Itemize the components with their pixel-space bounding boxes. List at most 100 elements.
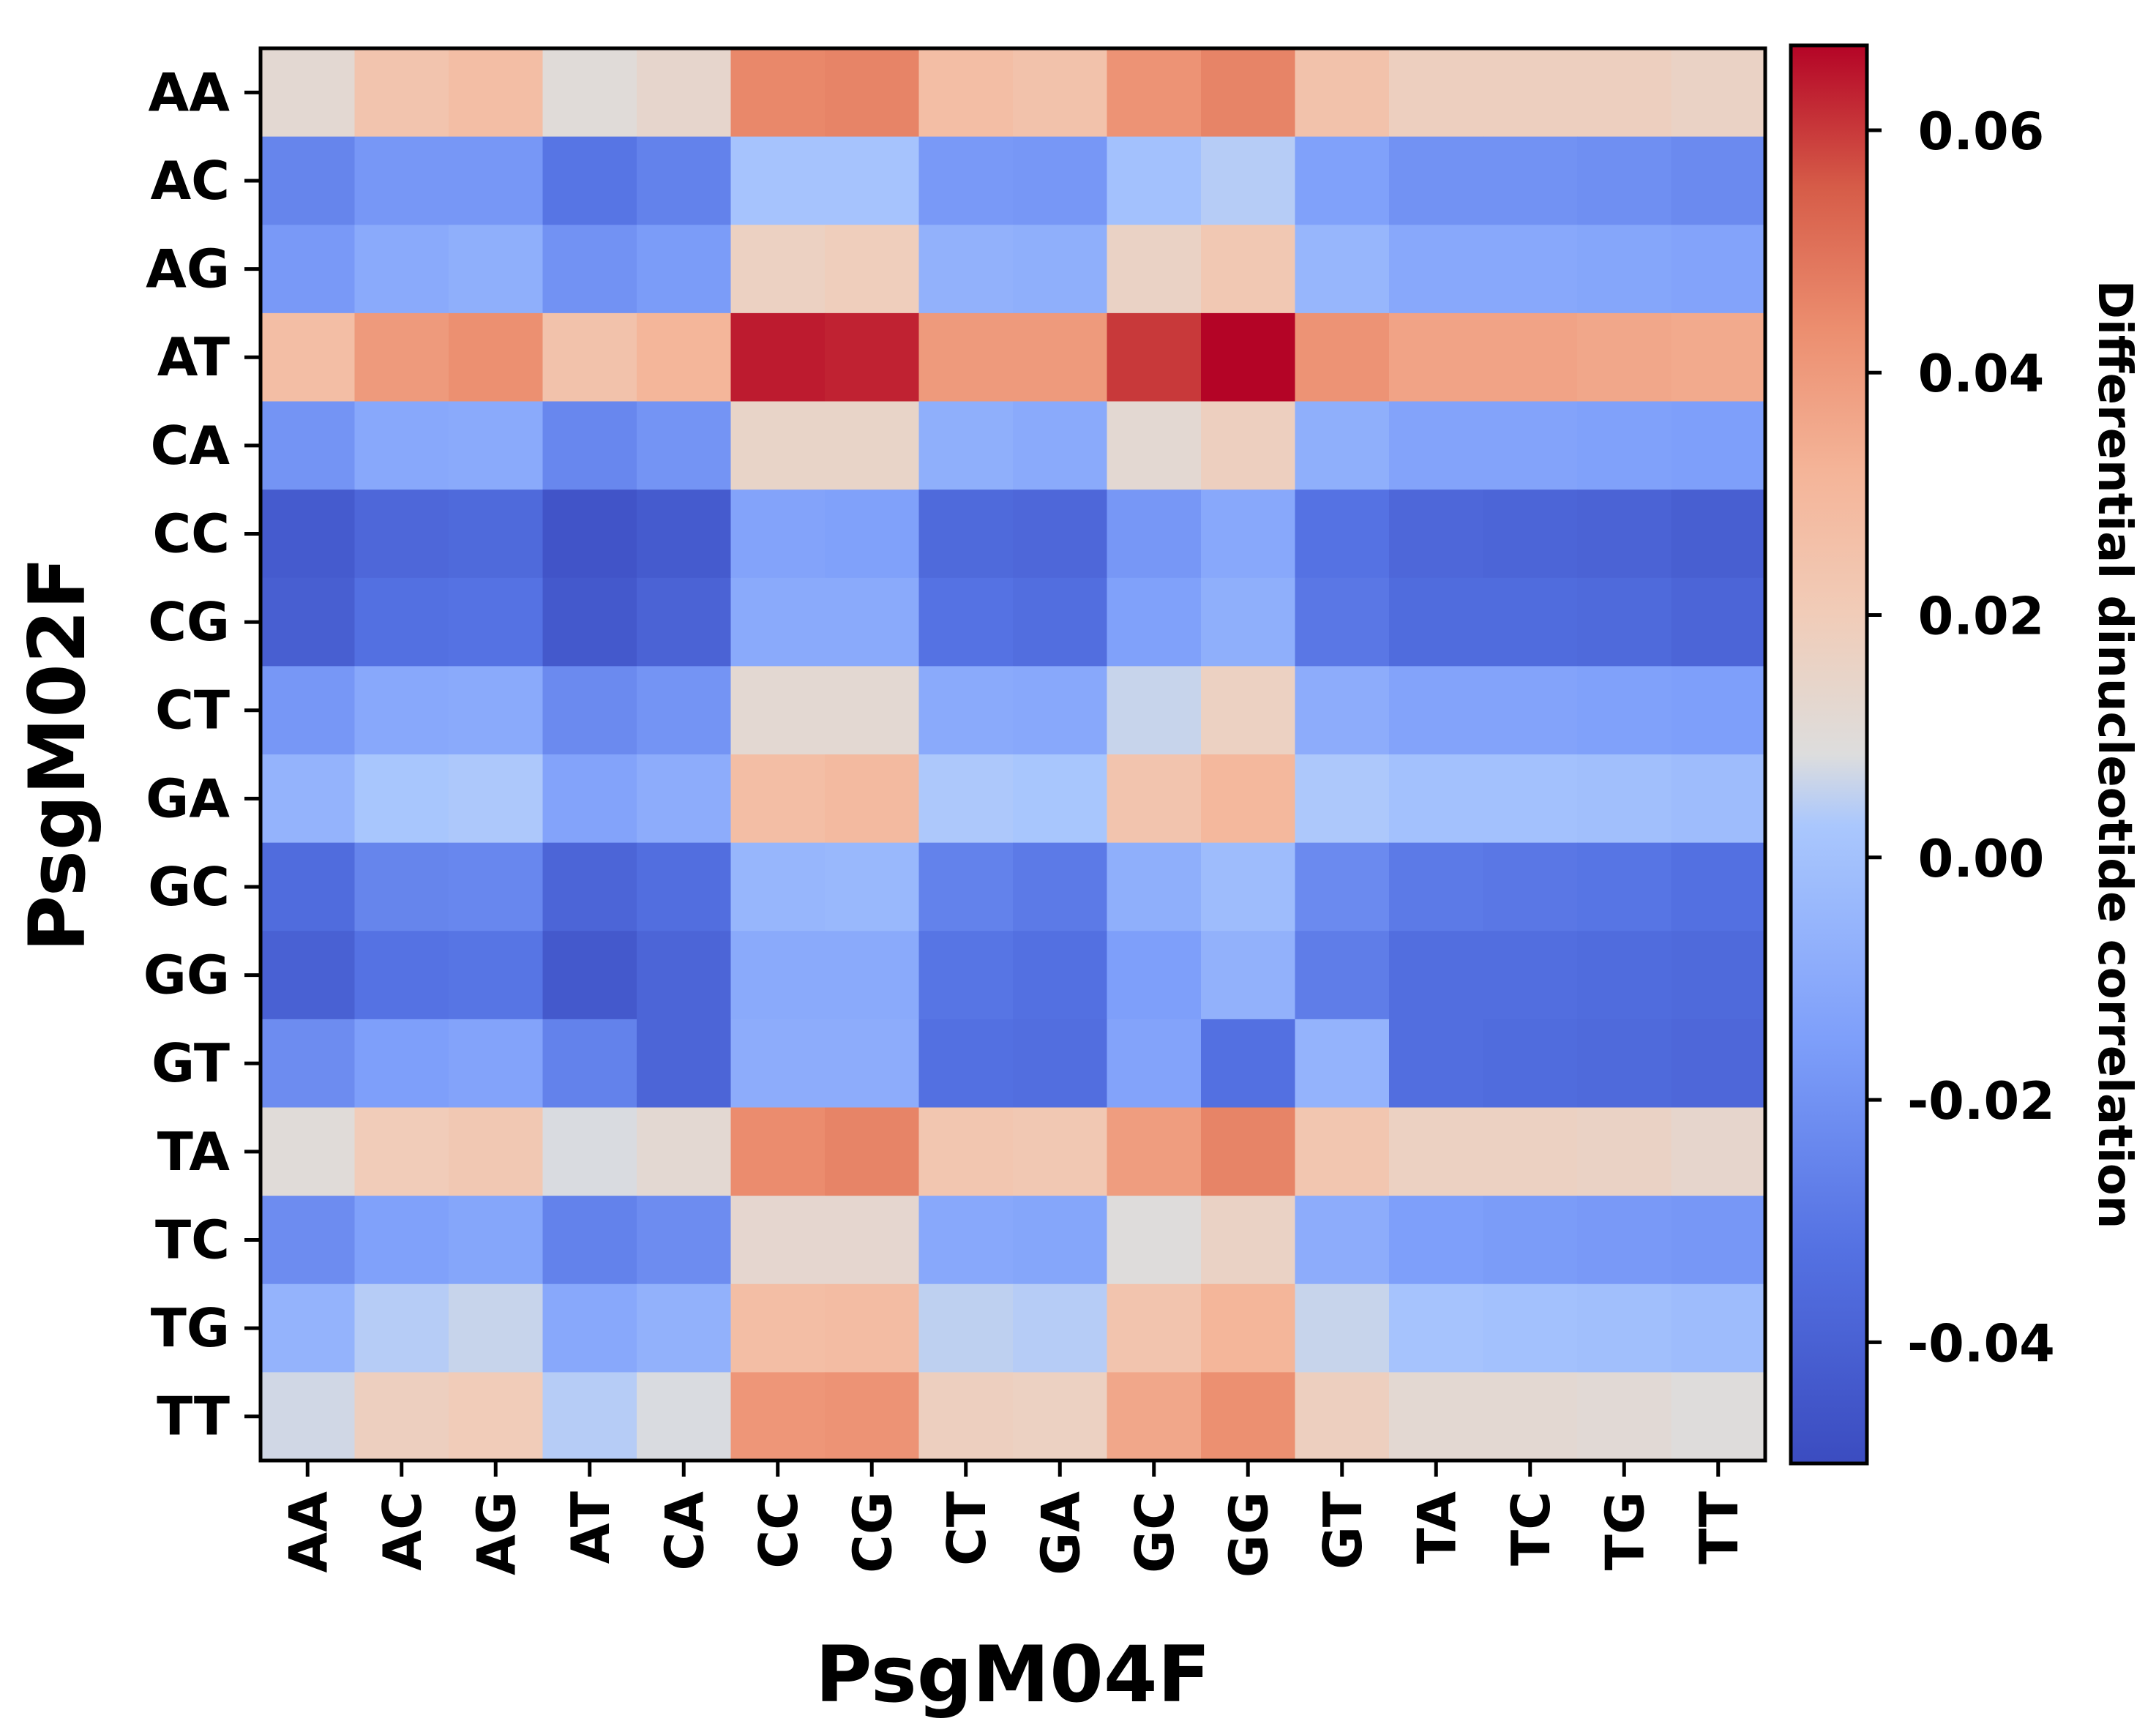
heatmap-cell [637, 1019, 732, 1109]
heatmap-cell [1389, 136, 1484, 225]
heatmap-cell [449, 225, 544, 314]
heatmap-cell [637, 842, 732, 931]
heatmap-cell [354, 754, 449, 844]
heatmap-cell [354, 577, 449, 667]
heatmap-cell [542, 666, 637, 755]
heatmap-cell [449, 401, 544, 490]
heatmap-cell [354, 490, 449, 579]
heatmap-cell [449, 1196, 544, 1285]
colorbar-tick-label: 0.02 [1918, 587, 2045, 647]
heatmap-cell [1295, 931, 1390, 1020]
heatmap-cell [637, 931, 732, 1020]
heatmap-cell [354, 225, 449, 314]
heatmap-cell [542, 136, 637, 225]
heatmap-cell [1671, 666, 1766, 755]
heatmap-cell [1201, 1107, 1296, 1196]
heatmap-cell [1483, 1196, 1578, 1285]
heatmap-cell [1483, 931, 1578, 1020]
heatmap-cell [1013, 754, 1108, 844]
y-axis-label: PsgM02F [12, 557, 102, 952]
heatmap-cell [1013, 312, 1108, 402]
heatmap-cell [825, 754, 920, 844]
heatmap-cell [1107, 48, 1202, 138]
heatmap-cell [354, 48, 449, 138]
x-tick-label: GC [1124, 1491, 1186, 1573]
heatmap-cell [730, 1019, 826, 1109]
heatmap-cell [261, 666, 356, 755]
heatmap-cell [918, 577, 1014, 667]
x-tick-labels: AA AC AG AT CA CC CG CT GA GC GG GT TA TC TG TT [277, 1491, 1750, 1578]
y-tick-label: GC [148, 856, 230, 918]
heatmap-cell [730, 401, 826, 490]
heatmap-cell [1389, 1196, 1484, 1285]
heatmap-cell [261, 48, 356, 138]
heatmap-cell [1389, 931, 1484, 1020]
heatmap-cell [1577, 48, 1672, 138]
heatmap-cell [542, 490, 637, 579]
heatmap-cell [730, 48, 826, 138]
heatmap-cell [730, 136, 826, 225]
heatmap-cell [1389, 1019, 1484, 1109]
heatmap-cell [449, 754, 544, 844]
heatmap-cell [1671, 1107, 1766, 1196]
heatmap-cell [354, 1283, 449, 1373]
heatmap-cell [449, 577, 544, 667]
heatmap-cell [1013, 577, 1108, 667]
heatmap-cell [1201, 136, 1296, 225]
colorbar-label: Differential dinucleotide correlation [2087, 280, 2141, 1229]
heatmap-cell [1013, 666, 1108, 755]
heatmap-cell [730, 577, 826, 667]
heatmap-cell [261, 1372, 356, 1461]
heatmap-cell [261, 136, 356, 225]
heatmap-cell [1013, 401, 1108, 490]
heatmap-cell [637, 1283, 732, 1373]
heatmap-cell [825, 312, 920, 402]
heatmap-cell [354, 666, 449, 755]
x-tick-label: TG [1594, 1491, 1655, 1570]
heatmap-cell [1483, 1283, 1578, 1373]
heatmap-cell [1201, 842, 1296, 931]
heatmap-cell [1295, 666, 1390, 755]
heatmap-cell [1577, 1283, 1672, 1373]
heatmap-cell [1107, 1107, 1202, 1196]
heatmap-cell [1107, 490, 1202, 579]
heatmap-cell [918, 48, 1014, 138]
heatmap-cell [1483, 225, 1578, 314]
heatmap-cell [637, 754, 732, 844]
heatmap-cell [1107, 577, 1202, 667]
heatmap-cell [1013, 931, 1108, 1020]
heatmap-cell [825, 490, 920, 579]
heatmap-cell [1671, 312, 1766, 402]
heatmap-cell [637, 312, 732, 402]
heatmap-cell [1013, 490, 1108, 579]
heatmap-cell [1671, 48, 1766, 138]
heatmap-cell [1295, 312, 1390, 402]
heatmap-cell [1671, 1372, 1766, 1461]
heatmap-cell [1577, 931, 1672, 1020]
heatmap-cell [1389, 48, 1484, 138]
heatmap-cell [730, 842, 826, 931]
heatmap-cell [1295, 1019, 1390, 1109]
heatmap-cell [825, 1107, 920, 1196]
y-tick-label: GG [143, 945, 230, 1006]
heatmap-cell [449, 666, 544, 755]
heatmap-cell [1483, 312, 1578, 402]
heatmap-cell [354, 1372, 449, 1461]
heatmap-cell [1295, 577, 1390, 667]
heatmap-cell [730, 312, 826, 402]
heatmap-cell [1107, 1283, 1202, 1373]
heatmap-cell [261, 225, 356, 314]
heatmap-cell [918, 1019, 1014, 1109]
heatmap-cell [1483, 48, 1578, 138]
heatmap-cell [354, 1107, 449, 1196]
heatmap-cell [1577, 577, 1672, 667]
heatmap-cell [730, 666, 826, 755]
heatmap-cell [918, 401, 1014, 490]
colorbar-tick-label: 0.00 [1918, 829, 2045, 889]
heatmap-cell [542, 931, 637, 1020]
heatmap-cell [918, 136, 1014, 225]
heatmap-cell [918, 225, 1014, 314]
heatmap-cell [1671, 1283, 1766, 1373]
heatmap-cell [1483, 136, 1578, 225]
heatmap-cell [637, 490, 732, 579]
